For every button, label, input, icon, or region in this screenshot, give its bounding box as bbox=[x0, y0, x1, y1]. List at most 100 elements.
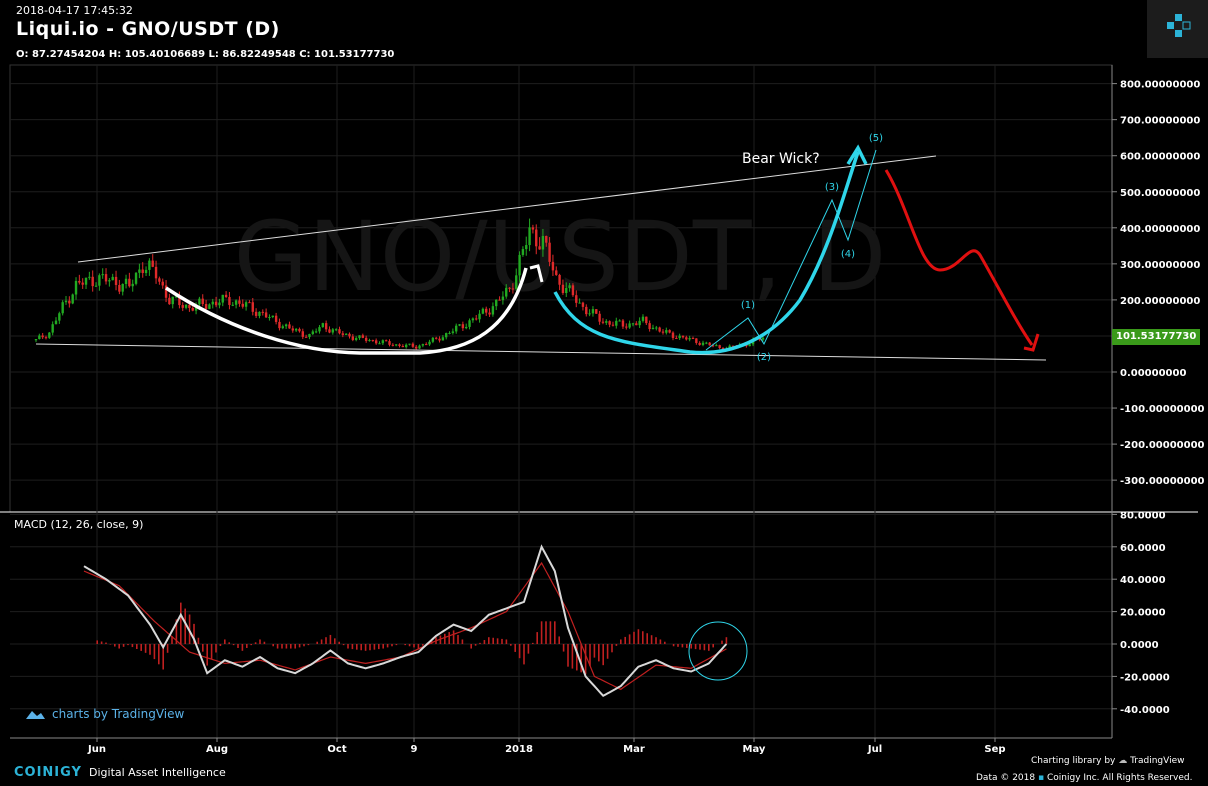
candle-body bbox=[338, 329, 341, 334]
cloud-icon bbox=[26, 711, 45, 719]
candle-body bbox=[344, 333, 348, 335]
candle-body bbox=[398, 344, 401, 346]
candle-body bbox=[78, 280, 81, 283]
tradingview-badge[interactable]: charts by TradingView bbox=[24, 707, 184, 721]
candle-body bbox=[308, 333, 311, 338]
red-projection bbox=[884, 169, 1034, 346]
candle-body bbox=[111, 276, 114, 281]
macd-tick-label: 60.0000 bbox=[1120, 543, 1166, 554]
candle-body bbox=[535, 229, 538, 247]
highlight-circle bbox=[688, 621, 748, 681]
candle-body bbox=[238, 300, 241, 304]
candle-body bbox=[435, 337, 438, 339]
candle-body bbox=[284, 324, 288, 327]
elliott-wave-path bbox=[705, 149, 877, 351]
lower-trendline bbox=[35, 343, 1047, 361]
wave-label: (1) bbox=[741, 300, 755, 311]
grid bbox=[0, 64, 1198, 738]
candle-body bbox=[511, 288, 515, 290]
candle-body bbox=[488, 312, 491, 315]
candle-body bbox=[675, 337, 678, 339]
candle-body bbox=[244, 302, 248, 307]
candle-body bbox=[264, 312, 268, 318]
tradingview-cloud-icon: ☁ bbox=[1118, 756, 1128, 766]
candle-body bbox=[391, 344, 395, 346]
candle-body bbox=[628, 323, 631, 328]
candle-body bbox=[348, 333, 351, 337]
candle-body bbox=[311, 331, 315, 334]
candle-body bbox=[621, 320, 625, 327]
candle-body bbox=[481, 308, 485, 314]
time-tick-label: 9 bbox=[411, 744, 418, 755]
candle-body bbox=[625, 326, 628, 328]
candle-body bbox=[761, 337, 765, 340]
price-tick-label: 600.00000000 bbox=[1120, 152, 1200, 163]
candle-body bbox=[485, 308, 488, 313]
candle-body bbox=[351, 336, 355, 340]
candle-body bbox=[201, 298, 204, 305]
candle-body bbox=[251, 302, 254, 312]
candle-body bbox=[418, 345, 421, 349]
candle-body bbox=[565, 287, 568, 294]
candle-body bbox=[655, 327, 658, 329]
candle-body bbox=[124, 278, 128, 285]
candle-body bbox=[555, 270, 558, 275]
watermark: GNO/USDT, D bbox=[234, 201, 887, 313]
candle-body bbox=[665, 330, 668, 333]
candle-body bbox=[301, 331, 304, 337]
red-arrowhead bbox=[1023, 333, 1040, 352]
candle-body bbox=[585, 306, 588, 315]
candle-body bbox=[551, 261, 555, 271]
coinigy-logo bbox=[1147, 0, 1208, 58]
candle-body bbox=[448, 332, 451, 334]
candle-body bbox=[254, 311, 258, 316]
candle-body bbox=[318, 327, 321, 332]
candle-body bbox=[635, 323, 638, 326]
price-tick-label: 0.00000000 bbox=[1120, 368, 1186, 379]
candle-body bbox=[71, 294, 74, 304]
candle-body bbox=[331, 329, 335, 333]
candle-body bbox=[281, 326, 284, 329]
candle-body bbox=[501, 296, 505, 301]
candle-body bbox=[368, 340, 371, 342]
wave-label: (4) bbox=[841, 249, 855, 260]
candle-body bbox=[51, 324, 54, 333]
candle-body bbox=[211, 301, 214, 305]
price-tick-label: 300.00000000 bbox=[1120, 260, 1200, 271]
candle-body bbox=[364, 337, 368, 341]
candle-body bbox=[495, 299, 498, 307]
candle-body bbox=[715, 345, 718, 347]
candle-body bbox=[758, 338, 761, 340]
candle-body bbox=[538, 246, 541, 250]
bear-wick-label: Bear Wick? bbox=[742, 151, 820, 167]
candle-body bbox=[141, 269, 144, 274]
candle-body bbox=[148, 260, 151, 270]
macd-label: MACD (12, 26, close, 9) bbox=[14, 518, 144, 531]
candle-body bbox=[221, 294, 224, 303]
candle-body bbox=[545, 235, 548, 243]
candle-body bbox=[151, 260, 154, 267]
candle-body bbox=[224, 294, 228, 298]
macd-pane bbox=[83, 544, 748, 698]
candle-body bbox=[645, 316, 648, 324]
candle-body bbox=[174, 296, 178, 298]
brand-tagline: Digital Asset Intelligence bbox=[89, 766, 226, 779]
candle-body bbox=[648, 323, 651, 330]
candle-body bbox=[384, 340, 388, 342]
candle-body bbox=[58, 313, 61, 321]
candle-body bbox=[698, 342, 701, 345]
candle-body bbox=[378, 343, 381, 345]
candle-body bbox=[114, 276, 118, 285]
candle-body bbox=[438, 338, 441, 341]
candle-body bbox=[611, 324, 615, 326]
candle-body bbox=[518, 254, 521, 276]
candle-body bbox=[321, 323, 325, 328]
candle-body bbox=[691, 338, 695, 340]
upper-trendline bbox=[77, 155, 937, 263]
price-tick-label: -200.00000000 bbox=[1120, 440, 1205, 451]
candle-body bbox=[134, 272, 138, 284]
candle-body bbox=[528, 227, 531, 246]
copyright-rest: Coinigy Inc. All Rights Reserved. bbox=[1046, 773, 1193, 783]
macd-tick-label: 40.0000 bbox=[1120, 575, 1166, 586]
